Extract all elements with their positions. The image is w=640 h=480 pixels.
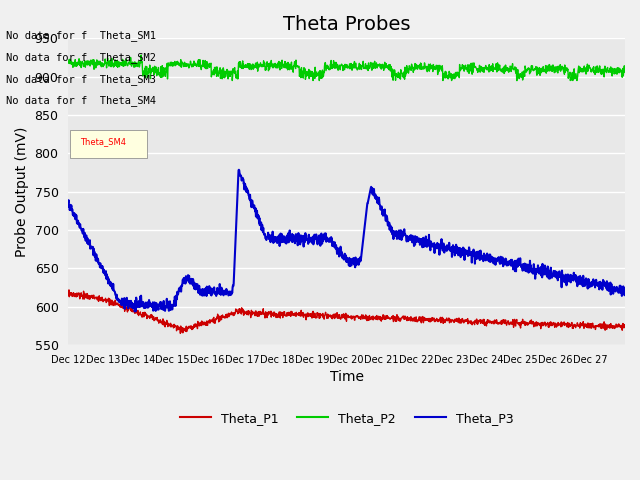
- Text: No data for f  Theta_SM1: No data for f Theta_SM1: [6, 30, 156, 41]
- Text: No data for f  Theta_SM2: No data for f Theta_SM2: [6, 52, 156, 63]
- Y-axis label: Probe Output (mV): Probe Output (mV): [15, 127, 29, 257]
- Text: No data for f  Theta_SM4: No data for f Theta_SM4: [6, 95, 156, 106]
- X-axis label: Time: Time: [330, 371, 364, 384]
- Text: No data for f  Theta_SM3: No data for f Theta_SM3: [6, 73, 156, 84]
- Legend: Theta_P1, Theta_P2, Theta_P3: Theta_P1, Theta_P2, Theta_P3: [175, 407, 518, 430]
- Text: Theta_SM4: Theta_SM4: [80, 137, 126, 146]
- Title: Theta Probes: Theta Probes: [283, 15, 410, 34]
